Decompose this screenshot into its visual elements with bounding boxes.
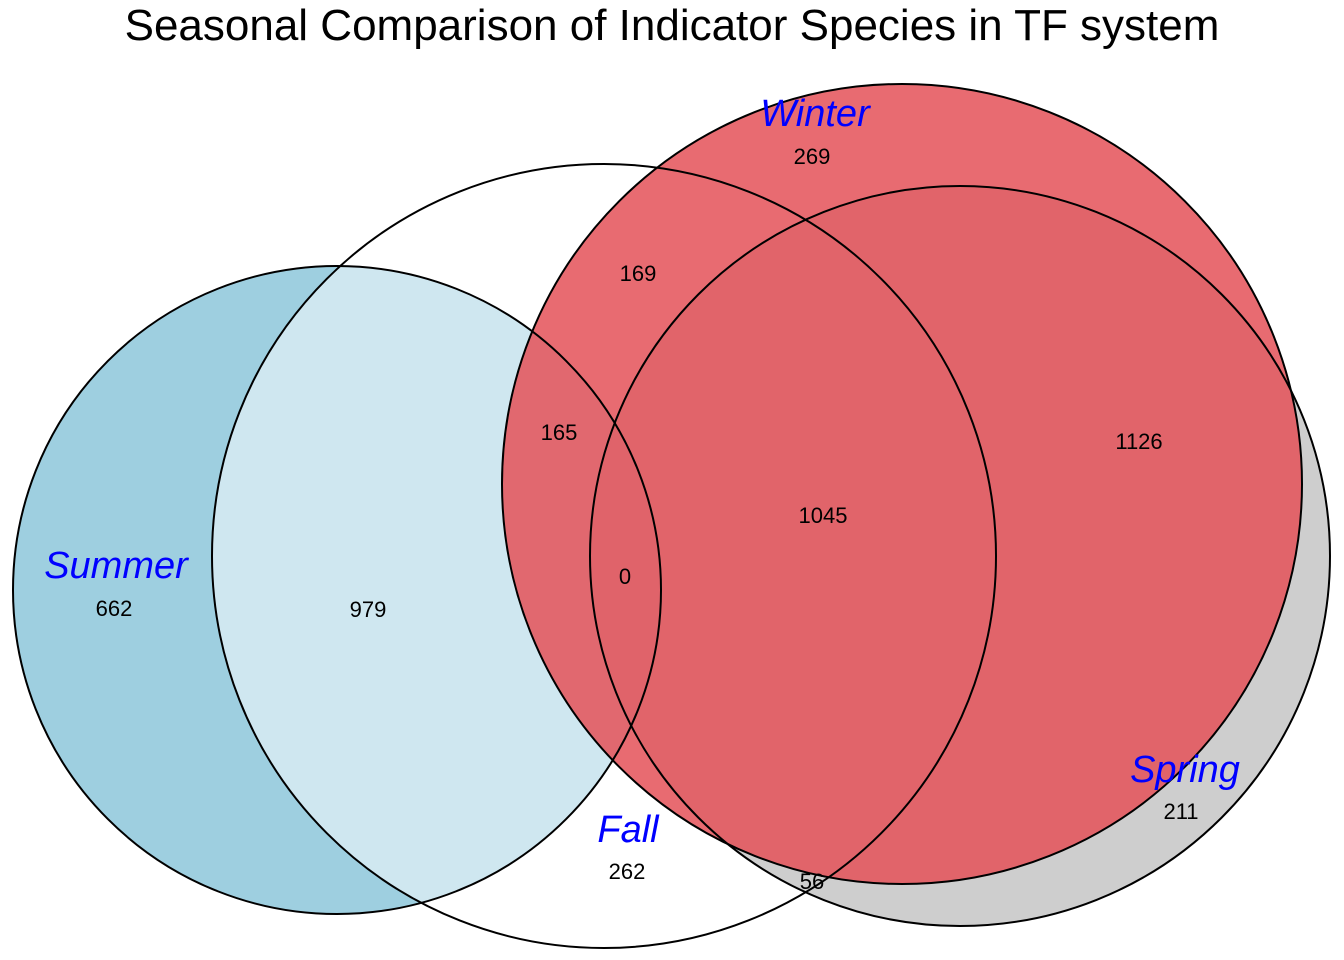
count-summer-fall-winter: 165 — [541, 420, 578, 445]
set-label-spring: Spring — [1130, 749, 1240, 791]
spring-outline — [589, 185, 1331, 927]
count-summer-only: 662 — [96, 596, 133, 621]
count-summer-fall: 979 — [350, 597, 387, 622]
winter-outline — [501, 83, 1303, 885]
count-all-four: 0 — [619, 564, 631, 589]
set-label-fall: Fall — [597, 809, 660, 851]
set-label-summer: Summer — [44, 545, 189, 587]
count-fall-winter: 169 — [620, 261, 657, 286]
diagram-title: Seasonal Comparison of Indicator Species… — [125, 1, 1220, 50]
winter-circle — [502, 84, 1302, 884]
count-winter-spring: 1126 — [1115, 429, 1162, 454]
count-fall-winter-spring: 1045 — [799, 503, 848, 528]
summer-outline — [12, 265, 662, 915]
count-spring-only: 211 — [1163, 799, 1198, 824]
set-label-winter: Winter — [760, 93, 871, 135]
count-fall-spring: 56 — [800, 869, 824, 894]
count-fall-only: 262 — [609, 859, 646, 884]
count-winter-only: 269 — [794, 144, 831, 169]
fall-outline — [211, 163, 997, 949]
